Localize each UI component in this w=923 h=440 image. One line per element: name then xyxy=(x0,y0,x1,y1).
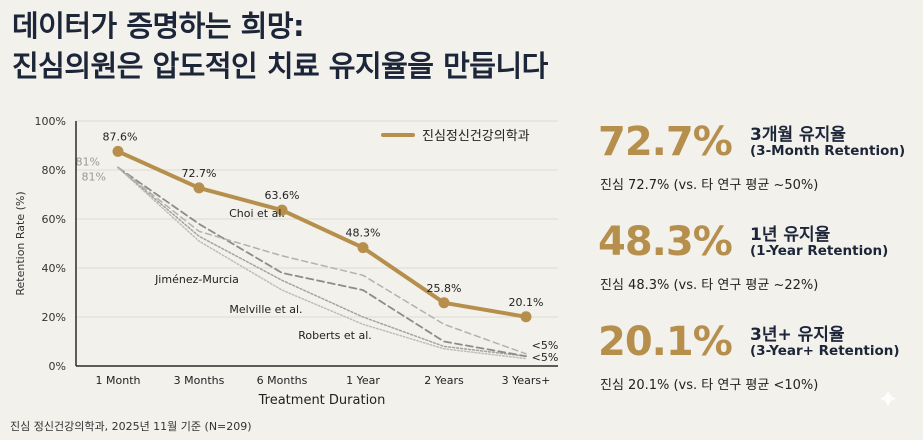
data-label: 72.7% xyxy=(182,167,217,180)
page-title: 데이터가 증명하는 희망: 진심의원은 압도적인 치료 유지율을 만듭니다 xyxy=(12,6,548,86)
y-axis-label: Retention Rate (%) xyxy=(14,191,27,295)
x-tick-label: 1 Month xyxy=(96,374,141,387)
stat-label-en: (1-Year Retention) xyxy=(750,243,889,259)
series-line-jinsim xyxy=(116,149,528,319)
legend: 진심정신건강의학과 xyxy=(381,129,530,144)
series-line-melville-et-al xyxy=(117,166,527,357)
data-label: 25.8% xyxy=(427,282,462,295)
stat-comparison: 진심 20.1% (vs. 타 연구 평균 <10%) xyxy=(600,378,819,393)
series-annotation: Jiménez-Murcia xyxy=(154,273,239,286)
gridlines xyxy=(76,120,558,318)
stat-value: 48.3% xyxy=(598,219,733,265)
legend-label: 진심정신건강의학과 xyxy=(422,129,530,144)
x-tick-label: 2 Years xyxy=(424,374,464,387)
data-point xyxy=(193,182,205,194)
y-tick-label: 20% xyxy=(42,311,66,324)
end-label: <5% xyxy=(532,351,559,364)
data-points xyxy=(112,145,532,323)
series-annotation: Choi et al. xyxy=(229,207,285,220)
x-tick-label: 3 Months xyxy=(174,374,225,387)
title-line-1: 데이터가 증명하는 희망: xyxy=(12,9,305,43)
y-tick-label: 80% xyxy=(42,164,66,177)
series-annotation: Melville et al. xyxy=(229,303,302,316)
stat-value: 20.1% xyxy=(598,319,733,365)
data-point xyxy=(276,204,288,216)
series-line-choi-et-al xyxy=(117,166,527,355)
x-tick-label: 3 Years+ xyxy=(502,374,551,387)
x-axis-label: Treatment Duration xyxy=(258,393,386,408)
stat-comparison: 진심 72.7% (vs. 타 연구 평균 ~50%) xyxy=(600,178,819,193)
stat-label-en: (3-Month Retention) xyxy=(750,143,906,159)
stat-label-ko: 3개월 유지율 xyxy=(750,125,846,145)
retention-chart: 0% 20% 40% 60% 80% 100% 1 Month 3 Months 6 Mont… xyxy=(0,100,585,415)
x-tick-label: 1 Year xyxy=(346,374,380,387)
series-line-roberts-et-al xyxy=(117,166,527,360)
y-tick-label: 40% xyxy=(42,262,66,275)
end-label: <5% xyxy=(532,339,559,352)
stat-label-en: (3-Year+ Retention) xyxy=(750,343,900,359)
series-line-jim-nez-murcia xyxy=(117,166,527,358)
data-label: 48.3% xyxy=(346,227,381,240)
y-tick-label: 0% xyxy=(49,360,66,373)
series-lines xyxy=(116,149,528,360)
data-point xyxy=(438,297,450,309)
stat-label-ko: 3년+ 유지율 xyxy=(750,325,845,345)
series-annotation: Roberts et al. xyxy=(298,329,372,342)
start-label: 81% xyxy=(76,156,100,169)
stat-label-ko: 1년 유지율 xyxy=(750,225,831,245)
y-axis-ticks: 0% 20% 40% 60% 80% 100% xyxy=(35,115,66,373)
data-labels: 87.6% 72.7% 63.6% 48.3% 25.8% 20.1% 81% 81% <5%<… xyxy=(76,130,559,364)
title-line-2: 진심의원은 압도적인 치료 유지율을 만듭니다 xyxy=(12,49,548,83)
data-label: 63.6% xyxy=(265,189,300,202)
footnote: 진심 정신건강의학과, 2025년 11월 기준 (N=209) xyxy=(10,420,252,433)
data-point xyxy=(520,311,532,323)
data-label: 87.6% xyxy=(103,130,138,143)
sparkle-icon: ✦ xyxy=(877,385,899,415)
stat-value: 72.7% xyxy=(598,119,733,165)
start-label: 81% xyxy=(82,171,106,184)
y-tick-label: 100% xyxy=(35,115,66,128)
y-tick-label: 60% xyxy=(42,213,66,226)
data-point xyxy=(112,145,124,157)
x-axis-ticks: 1 Month 3 Months 6 Months 1 Year 2 Years 3 Ye… xyxy=(96,374,551,387)
chart-svg: 0% 20% 40% 60% 80% 100% 1 Month 3 Months 6 Mont… xyxy=(14,115,559,408)
x-tick-label: 6 Months xyxy=(257,374,308,387)
data-label: 20.1% xyxy=(509,296,544,309)
stat-comparison: 진심 48.3% (vs. 타 연구 평균 ~22%) xyxy=(600,278,819,293)
data-point xyxy=(357,242,369,254)
